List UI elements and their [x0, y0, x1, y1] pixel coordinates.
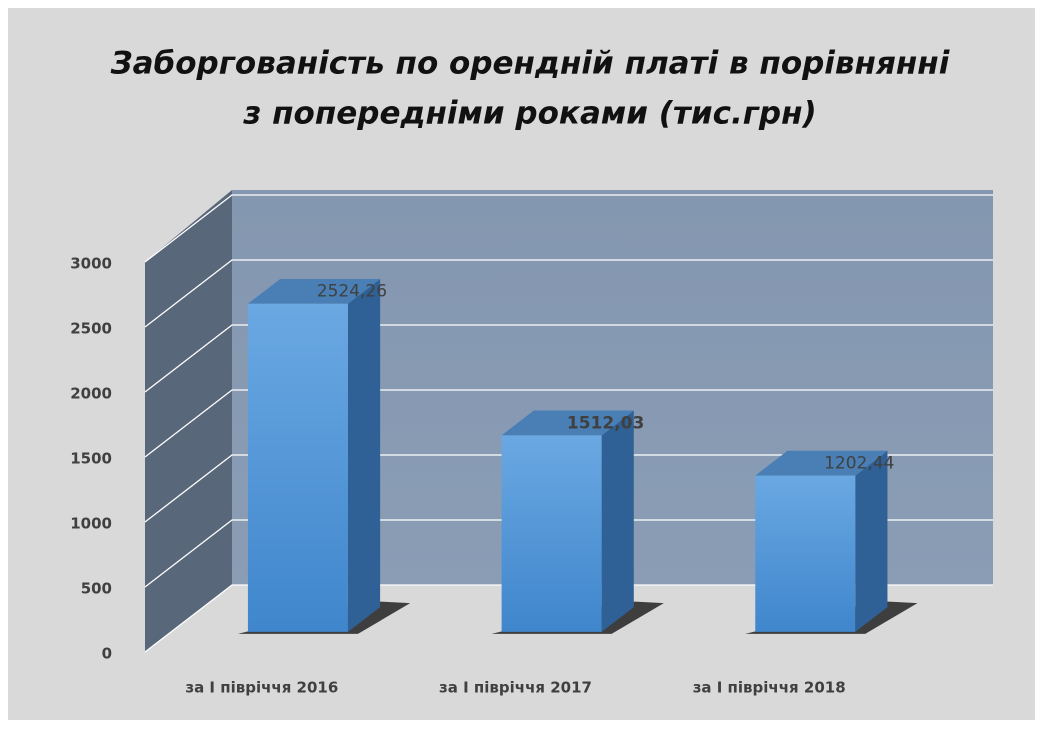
side-wall	[145, 190, 232, 652]
bar-top	[247, 278, 381, 304]
bar	[755, 475, 856, 632]
bar-side	[855, 450, 888, 632]
y-tick-label: 3000	[70, 255, 112, 273]
x-tick-label: за І півріччя 2017	[439, 679, 592, 697]
data-label: 2524,26	[317, 282, 387, 302]
x-tick-label: за І півріччя 2018	[693, 679, 846, 697]
grid-line	[144, 194, 993, 263]
y-tick-label: 1500	[70, 450, 112, 468]
data-label: 1512,03	[567, 413, 644, 433]
y-tick-label: 500	[81, 580, 112, 598]
chart-title: з попередніми роками (тис.грн)	[242, 96, 816, 132]
bar	[247, 303, 348, 632]
y-tick-label: 2000	[70, 385, 112, 403]
bar-top	[755, 450, 888, 476]
grid-line	[144, 324, 993, 393]
grid-line	[144, 584, 993, 653]
y-tick-label: 2500	[70, 320, 112, 338]
bar	[501, 435, 602, 632]
y-tick-label: 0	[102, 645, 112, 663]
grid-line	[144, 389, 993, 458]
x-tick-label: за І півріччя 2016	[185, 679, 338, 697]
grid-line	[144, 519, 993, 588]
bar-side	[601, 410, 634, 632]
data-label: 1202,44	[824, 454, 894, 474]
chart-title: Заборгованість по орендній платі в порів…	[110, 46, 950, 82]
bar-side	[347, 278, 381, 632]
bar-top	[501, 410, 634, 436]
grid-line	[144, 454, 993, 523]
y-tick-label: 1000	[70, 515, 112, 533]
grid-line	[144, 259, 993, 328]
